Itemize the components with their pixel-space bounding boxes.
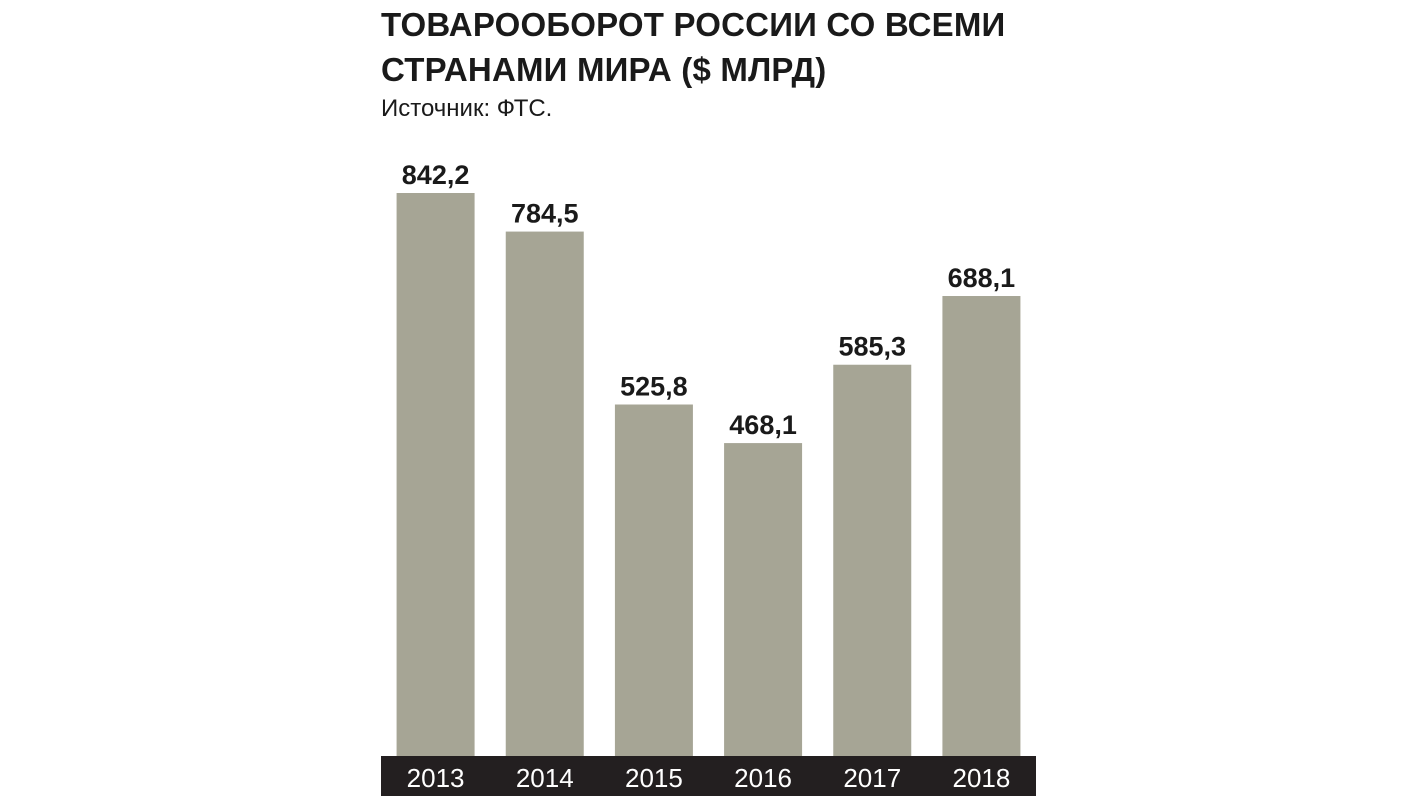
chart-source: Источник: ФТС. [381,95,553,122]
x-tick-label-2018: 2018 [952,763,1010,793]
x-axis-tick-labels: 2013 2014 2015 2016 2017 2018 [407,763,1011,793]
x-tick-label-2014: 2014 [516,763,574,793]
value-label-2014: 784,5 [511,199,579,229]
bar-2017 [833,364,912,756]
x-tick-label-2017: 2017 [843,763,901,793]
chart-title-line-2: СТРАНАМИ МИРА ($ МЛРД) [381,51,827,88]
bars-group [396,193,1021,756]
bar-2018 [942,296,1021,756]
value-labels-group: 842,2 784,5 525,8 468,1 585,3 688,1 [402,160,1015,440]
chart-title-line-1: ТОВАРООБОРОТ РОССИИ СО ВСЕМИ [381,6,1006,43]
bar-2014 [505,231,584,756]
x-tick-label-2016: 2016 [734,763,792,793]
bar-2015 [614,404,693,756]
x-tick-label-2013: 2013 [407,763,465,793]
bar-2013 [396,193,475,756]
value-label-2017: 585,3 [838,332,906,362]
value-label-2016: 468,1 [729,410,797,440]
bar-2016 [724,443,803,756]
value-label-2015: 525,8 [620,372,688,402]
value-label-2013: 842,2 [402,160,470,190]
chart-title: ТОВАРООБОРОТ РОССИИ СО ВСЕМИ СТРАНАМИ МИ… [381,2,1061,92]
x-tick-label-2015: 2015 [625,763,683,793]
value-label-2018: 688,1 [948,263,1016,293]
x-axis-strip [381,756,1036,796]
